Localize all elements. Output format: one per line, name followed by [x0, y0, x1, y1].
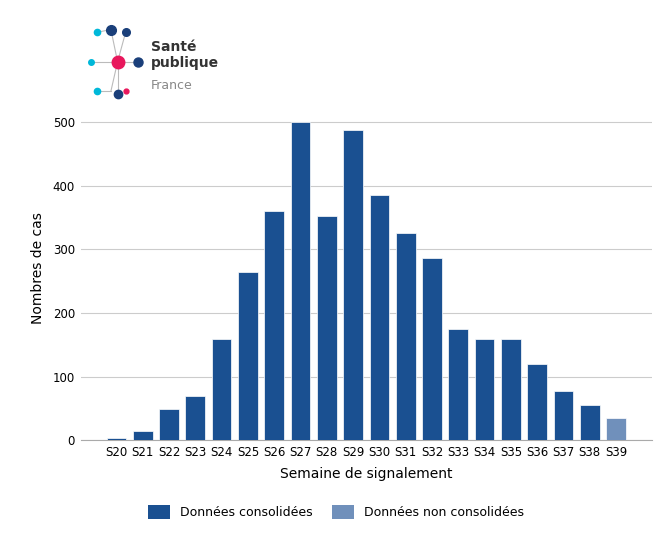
- Bar: [238, 272, 258, 440]
- Bar: [606, 418, 626, 440]
- Bar: [396, 234, 415, 440]
- Bar: [133, 431, 153, 440]
- Bar: [107, 438, 126, 440]
- Bar: [212, 338, 231, 440]
- Bar: [422, 258, 442, 440]
- Bar: [370, 195, 389, 440]
- X-axis label: Semaine de signalement: Semaine de signalement: [280, 467, 452, 481]
- Bar: [528, 364, 547, 440]
- Bar: [264, 211, 284, 440]
- Bar: [291, 122, 310, 440]
- Bar: [501, 338, 521, 440]
- Bar: [580, 405, 599, 440]
- Bar: [554, 391, 573, 440]
- Bar: [317, 216, 337, 440]
- Text: France: France: [151, 79, 193, 92]
- Legend: Données consolidées, Données non consolidées: Données consolidées, Données non consoli…: [142, 499, 530, 525]
- Bar: [159, 409, 179, 440]
- Text: Santé
publique: Santé publique: [151, 40, 219, 70]
- Y-axis label: Nombres de cas: Nombres de cas: [30, 213, 44, 324]
- Bar: [448, 329, 468, 440]
- Bar: [185, 396, 205, 440]
- Bar: [474, 338, 495, 440]
- Bar: [343, 130, 363, 440]
